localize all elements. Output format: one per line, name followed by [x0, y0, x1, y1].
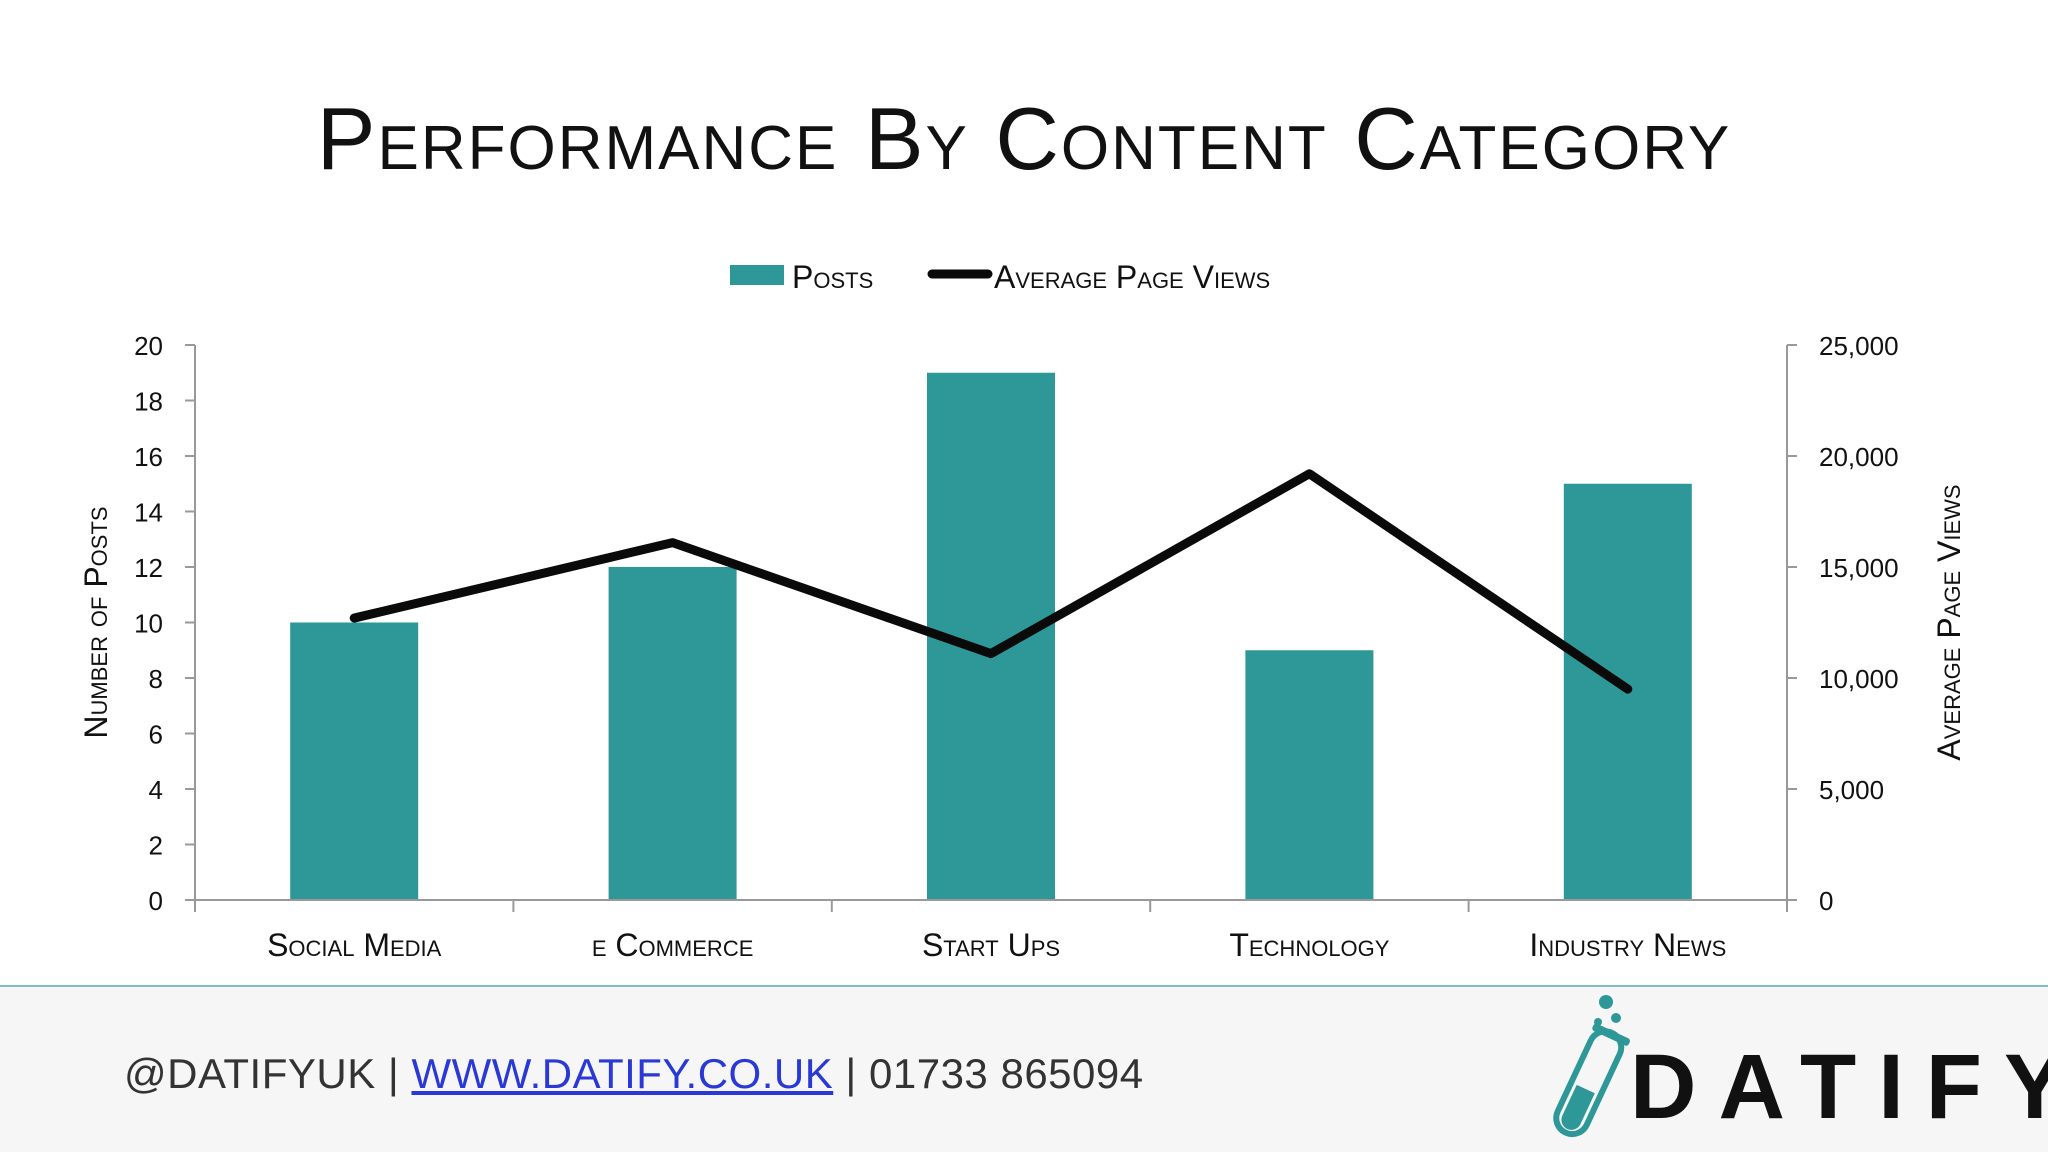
legend-label-page-views: Average Page Views — [994, 259, 1270, 295]
x-tick-label: Social Media — [267, 927, 442, 963]
footer-divider — [0, 985, 2048, 987]
y-tick-label-left: 4 — [149, 775, 163, 805]
line-point-page-views-1 — [671, 541, 674, 544]
y-tick-label-right: 0 — [1819, 886, 1833, 916]
chart-title: Performance By Content Category — [316, 89, 1732, 188]
y-tick-label-right: 20,000 — [1819, 442, 1899, 472]
legend-swatch-posts — [730, 265, 784, 285]
y-tick-label-right: 10,000 — [1819, 664, 1899, 694]
footer — [0, 987, 2048, 1152]
y-tick-label-left: 0 — [149, 886, 163, 916]
website-link[interactable]: WWW.DATIFY.CO.UK — [411, 1050, 834, 1097]
bar-posts-1 — [608, 567, 737, 900]
y-tick-label-left: 2 — [149, 831, 163, 861]
y-tick-label-right: 5,000 — [1819, 775, 1884, 805]
separator: | — [845, 1050, 857, 1097]
line-point-page-views-3 — [1308, 472, 1311, 475]
phone-number: 01733 865094 — [869, 1050, 1144, 1097]
brand-name: DATIFY — [1630, 1036, 2048, 1138]
line-point-page-views-4 — [1626, 688, 1629, 691]
x-tick-label: Industry News — [1529, 927, 1726, 963]
y-tick-label-right: 15,000 — [1819, 553, 1899, 583]
bar-posts-3 — [1245, 650, 1374, 900]
legend-label-posts: Posts — [792, 259, 873, 295]
y-tick-label-right: 25,000 — [1819, 331, 1899, 361]
footer-contact: @DATIFYUK | WWW.DATIFY.CO.UK | 01733 865… — [124, 1050, 1144, 1098]
x-tick-label: Start Ups — [922, 927, 1060, 963]
y-axis-title-right: Average Page Views — [1931, 484, 1967, 760]
separator: | — [387, 1050, 400, 1097]
bar-posts-0 — [290, 622, 419, 900]
x-tick-label: Technology — [1229, 927, 1389, 963]
chart: Posts Average Page Views 0 2 4 6 8 10 12 14 16 18 20… — [78, 259, 1967, 963]
y-tick-label-left: 16 — [134, 442, 163, 472]
y-tick-label-left: 6 — [149, 720, 163, 750]
y-tick-label-left: 14 — [134, 498, 163, 528]
y-tick-label-left: 20 — [134, 331, 163, 361]
x-tick-label: e Commerce — [592, 927, 754, 963]
line-point-page-views-0 — [353, 617, 356, 620]
y-tick-label-left: 18 — [134, 387, 163, 417]
y-axis-title-left: Number of Posts — [78, 506, 114, 738]
test-tube-icon — [1553, 995, 1630, 1138]
twitter-handle[interactable]: @DATIFYUK — [124, 1050, 376, 1097]
y-tick-label-left: 12 — [134, 553, 163, 583]
line-point-page-views-2 — [990, 652, 992, 655]
y-tick-label-left: 8 — [149, 664, 163, 694]
y-tick-label-left: 10 — [134, 609, 163, 639]
